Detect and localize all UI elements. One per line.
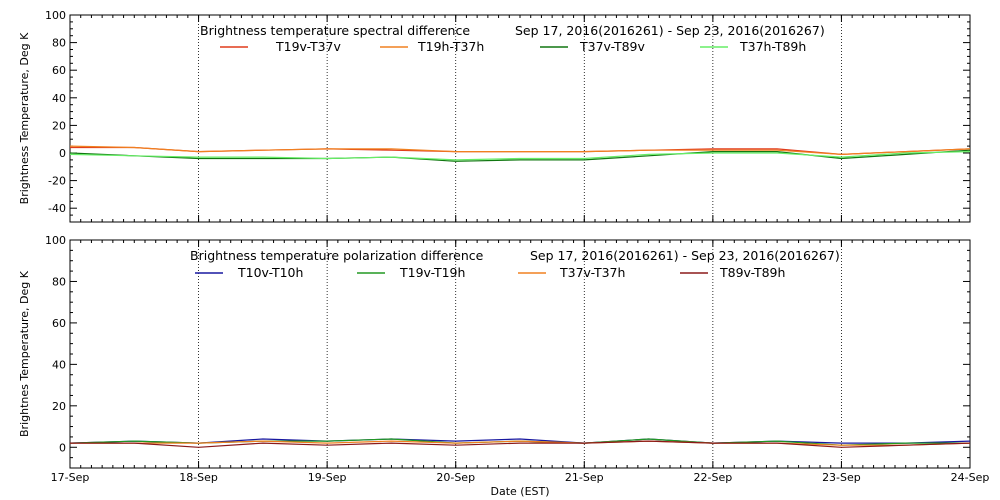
plot-frame	[69, 14, 971, 223]
y-tick-label: -40	[48, 202, 66, 215]
spectral-difference-panel: -40 -20 0 20 40 60 80 100 Brightness Temperature…	[18, 9, 971, 223]
series-line-t19h-t37h	[69, 145, 971, 156]
chart-title: Brightness temperature spectral differen…	[200, 23, 470, 38]
y-axis-label: Brightnes Temperature, Deg K	[18, 270, 31, 437]
x-axis-label: Date (EST)	[490, 485, 549, 498]
y-tick-label: 20	[52, 119, 66, 132]
legend-label: T10v-T10h	[237, 265, 303, 280]
chart-title: Brightness temperature polarization diff…	[190, 248, 484, 263]
y-tick-label: 60	[52, 64, 66, 77]
x-tick-label: 24-Sep	[951, 471, 990, 484]
y-tick-label: 40	[52, 92, 66, 105]
y-tick-label: 0	[59, 441, 66, 454]
x-tick-label: 17-Sep	[51, 471, 90, 484]
chart-date-range: Sep 17, 2016(2016261) - Sep 23, 2016(201…	[515, 23, 825, 38]
y-tick-label: 20	[52, 400, 66, 413]
legend-label: T37v-T89v	[579, 39, 646, 54]
legend-label: T19v-T19h	[399, 265, 465, 280]
plot-frame	[69, 239, 971, 469]
legend-label: T19h-T37h	[417, 39, 484, 54]
y-axis-label: Brightness Temperature, Deg K	[18, 32, 31, 204]
polarization-difference-panel: 0 20 40 60 80 100 Brightnes Temperature, Deg K…	[18, 234, 989, 498]
x-tick-label: 23-Sep	[822, 471, 861, 484]
x-tick-label: 22-Sep	[694, 471, 733, 484]
y-tick-label: 80	[52, 37, 66, 50]
y-tick-label: 0	[59, 147, 66, 160]
legend-label: T19v-T37v	[275, 39, 342, 54]
series-line-t89v-t89h	[70, 440, 971, 448]
series-line-t37v-t37h	[70, 440, 971, 446]
legend-label: T37h-T89h	[739, 39, 806, 54]
series-line-t37h-t89h	[69, 151, 971, 161]
y-tick-label: 60	[52, 317, 66, 330]
y-tick-label: 40	[52, 358, 66, 371]
y-tick-label: 100	[45, 234, 66, 247]
chart-date-range: Sep 17, 2016(2016261) - Sep 23, 2016(201…	[530, 248, 840, 263]
legend-label: T37v-T37h	[559, 265, 625, 280]
x-tick-label: 21-Sep	[565, 471, 604, 484]
legend-label: T89v-T89h	[719, 265, 785, 280]
x-tick-label: 19-Sep	[308, 471, 347, 484]
series-line-t10v-t10h	[69, 438, 971, 444]
y-tick-label: -20	[48, 175, 66, 188]
y-tick-label: 100	[45, 9, 66, 22]
x-tick-label: 20-Sep	[436, 471, 475, 484]
y-tick-label: 80	[52, 275, 66, 288]
x-tick-label: 18-Sep	[179, 471, 218, 484]
